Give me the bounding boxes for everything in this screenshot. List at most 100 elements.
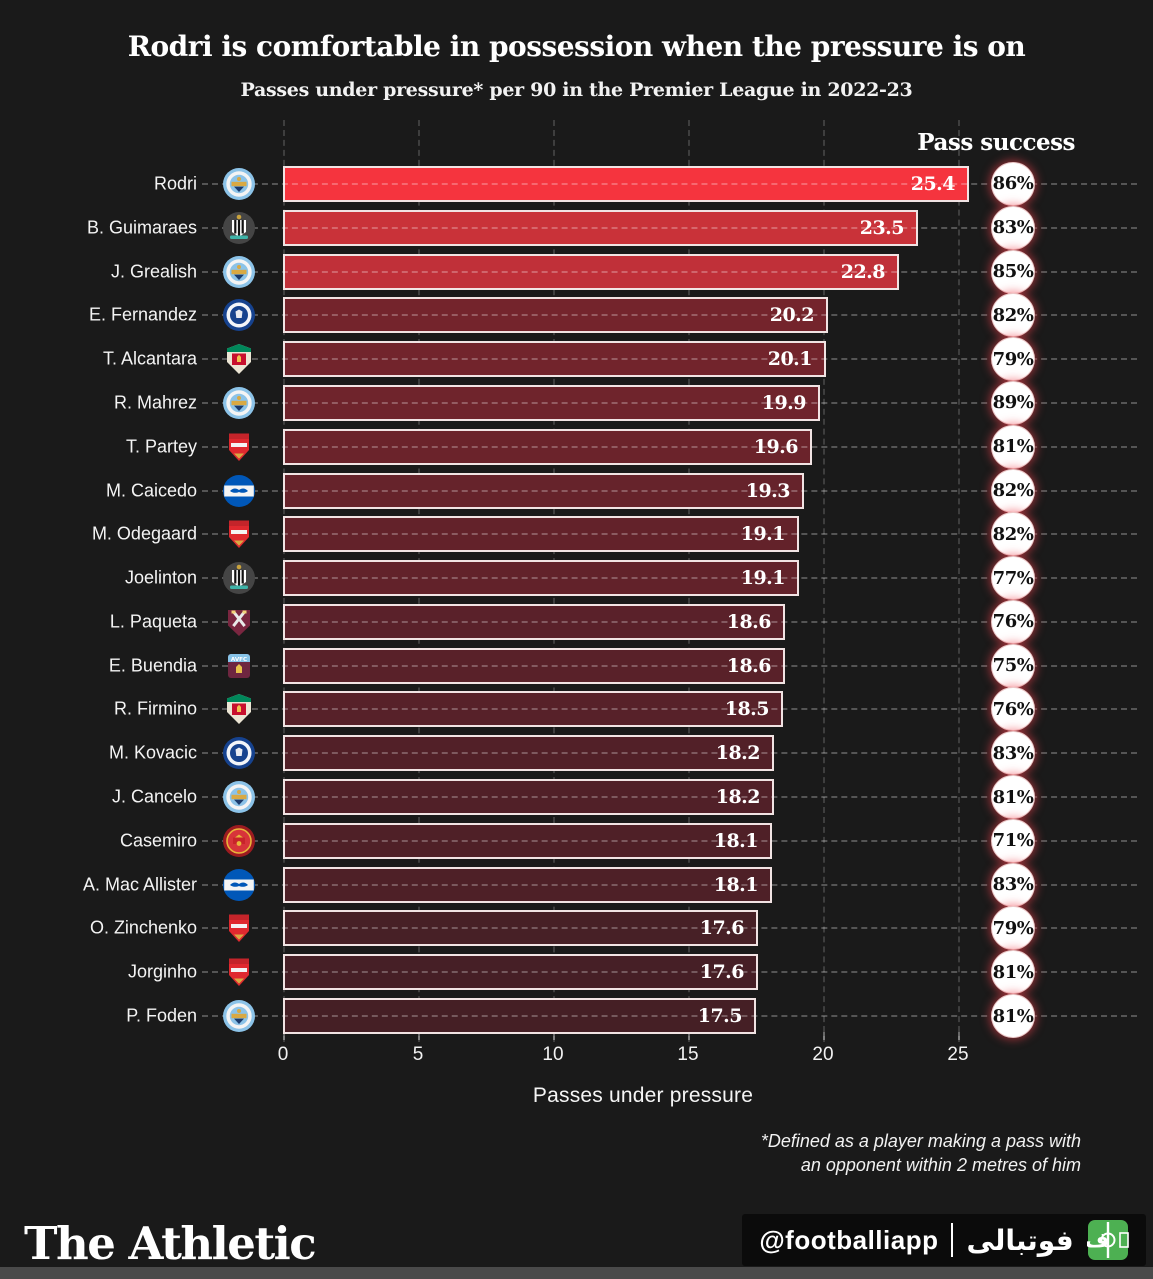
row-guide-dashes [202,620,1137,623]
passes-bar [283,691,783,728]
passes-bar [283,560,799,597]
footnote: *Defined as a player making a pass with … [761,1129,1081,1177]
row-guide-dashes [202,752,1137,755]
x-tick-label-0: 0 [277,1044,289,1065]
bar-value-label: 17.6 [699,961,745,984]
row-guide-dashes [202,971,1137,974]
mancity-club-badge-icon [222,780,256,814]
x-tick-mark-5 [418,1032,420,1040]
chart-subtitle: Passes under pressure* per 90 in the Pre… [240,79,913,101]
x-tick-label-15: 15 [677,1044,699,1065]
player-row: O. Zinchenko 17.6 79% [0,907,1153,951]
pass-success-circle: 82% [992,513,1034,556]
pass-success-circle: 81% [992,425,1034,468]
x-tick-label-5: 5 [412,1044,424,1065]
pass-success-circle: 81% [992,951,1034,994]
player-name-label: M. Odegaard [91,523,197,544]
credit-handle: @footballiapp [759,1224,939,1255]
pass-success-column-header: Pass success [917,129,1075,156]
row-guide-dashes [202,314,1137,317]
page-title: Rodri is comfortable in possession when … [127,30,1026,63]
row-guide-dashes [202,182,1137,185]
pass-success-circle: 83% [992,206,1034,249]
player-row: M. Caicedo 19.3 82% [0,469,1153,513]
player-row: M. Kovacic 18.2 83% [0,731,1153,775]
brighton-club-badge-icon [222,868,256,902]
row-guide-dashes [202,445,1137,448]
bar-value-label: 25.4 [910,172,956,195]
passes-bar [283,822,772,859]
player-name-label: J. Grealish [110,261,197,282]
player-row: J. Grealish 22.8 85% [0,250,1153,294]
bar-value-label: 18.2 [715,786,761,809]
player-row: Jorginho 17.6 81% [0,950,1153,994]
pass-success-circle: 82% [992,294,1034,337]
row-guide-dashes [202,839,1137,842]
brighton-club-badge-icon [222,474,256,508]
player-row: M. Odegaard 19.1 82% [0,512,1153,556]
arsenal-club-badge-icon [222,517,256,551]
pass-success-circle: 83% [992,863,1034,906]
player-name-label: A. Mac Allister [82,874,197,895]
player-name-label: E. Buendia [108,655,197,676]
passes-bar [283,954,758,991]
player-name-label: Casemiro [119,830,197,851]
row-guide-dashes [202,226,1137,229]
player-row: L. Paqueta 18.6 76% [0,600,1153,644]
x-tick-label-20: 20 [812,1044,834,1065]
bar-value-label: 17.5 [697,1005,743,1027]
bar-value-label: 18.6 [726,610,772,633]
player-row: P. Foden 17.5 81% [0,994,1153,1038]
x-tick-label-10: 10 [542,1044,564,1065]
pass-success-circle: 82% [992,469,1034,512]
chelsea-club-badge-icon [222,736,256,770]
mancity-club-badge-icon [222,386,256,420]
bottom-strip [0,1267,1153,1279]
row-guide-dashes [202,533,1137,536]
bar-value-label: 20.1 [767,348,813,371]
svg-text:AVFC: AVFC [231,656,247,662]
credit-badge: @footballiapp فوتبالی ف [742,1214,1146,1266]
bar-value-label: 19.9 [761,391,807,414]
x-tick-label-25: 25 [947,1044,969,1065]
arsenal-club-badge-icon [222,911,256,945]
pass-success-circle: 79% [992,907,1034,950]
player-row: J. Cancelo 18.2 81% [0,775,1153,819]
player-row: E. Fernandez 20.2 82% [0,293,1153,337]
row-guide-dashes [202,664,1137,667]
gridline-x-20 [823,120,825,1042]
passes-bar [283,472,804,509]
pass-success-circle: 81% [992,995,1034,1037]
player-name-label: Jorginho [127,961,197,982]
bar-value-label: 18.1 [713,873,759,896]
manutd-club-badge-icon [222,824,256,858]
bar-value-label: 18.2 [715,742,761,765]
passes-bar [283,209,918,246]
x-axis-label: Passes under pressure [532,1084,754,1107]
the-athletic-logo: The Athletic [24,1217,317,1270]
pass-success-circle: 71% [992,819,1034,862]
pass-success-circle: 79% [992,338,1034,381]
passes-bar [283,428,812,465]
player-row: Rodri 25.4 86% [0,162,1153,206]
bar-value-label: 18.6 [726,654,772,677]
pass-success-circle: 76% [992,600,1034,643]
arsenal-club-badge-icon [222,430,256,464]
pass-success-circle: 86% [992,162,1034,205]
player-name-label: L. Paqueta [109,611,197,632]
row-guide-dashes [202,796,1137,799]
player-row: B. Guimaraes 23.5 83% [0,206,1153,250]
chelsea-club-badge-icon [222,298,256,332]
bar-value-label: 19.6 [753,435,799,458]
westham-club-badge-icon [222,605,256,639]
bar-value-label: 23.5 [859,216,905,239]
player-name-label: R. Firmino [113,698,197,719]
mancity-club-badge-icon [222,255,256,289]
passes-bar [283,779,774,816]
newcastle-club-badge-icon [222,561,256,595]
bar-value-label: 18.1 [713,829,759,852]
x-tick-mark-20 [823,1032,825,1040]
player-row: R. Mahrez 19.9 89% [0,381,1153,425]
pass-success-circle: 83% [992,732,1034,775]
